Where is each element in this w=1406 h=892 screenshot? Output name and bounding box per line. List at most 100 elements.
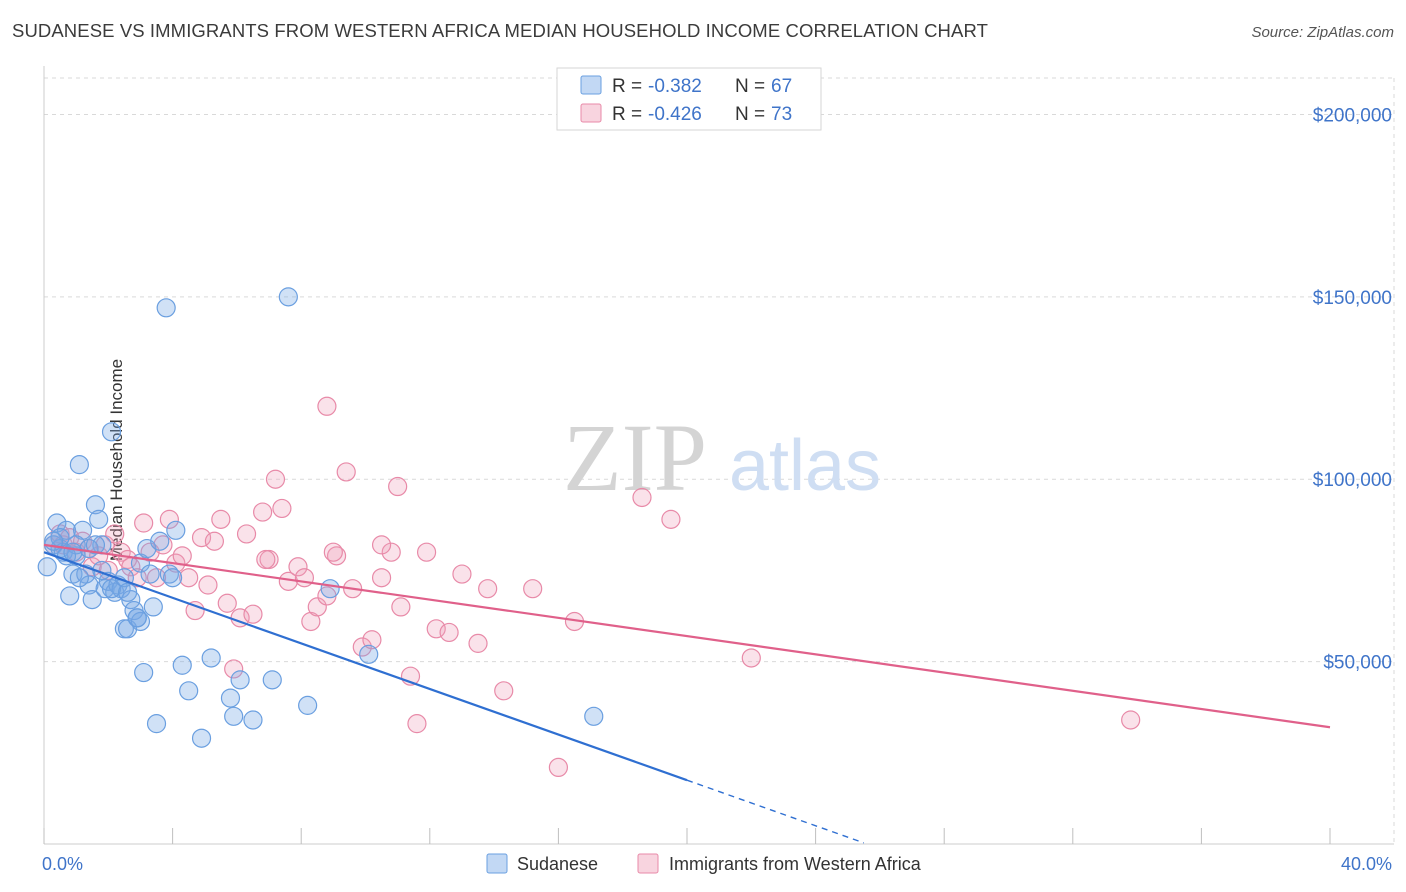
data-point [317, 396, 337, 416]
data-point [548, 757, 569, 778]
data-point [101, 422, 122, 442]
data-point [294, 568, 315, 588]
data-point [632, 487, 652, 508]
data-point [204, 531, 224, 551]
legend-swatch-blue [580, 75, 602, 95]
data-point [198, 575, 218, 595]
data-point [98, 560, 118, 581]
data-point [172, 546, 192, 566]
data-point [117, 582, 138, 602]
data-point [191, 527, 212, 548]
data-point [134, 513, 154, 533]
points-sudanese [37, 287, 604, 748]
legend-r-value-2: -0.426 [648, 104, 702, 125]
data-point [185, 600, 205, 621]
data-point [172, 655, 192, 675]
data-point [391, 597, 411, 617]
data-point [220, 688, 241, 708]
data-point [278, 287, 298, 307]
trend-line-western-africa [43, 543, 1331, 729]
legend-r-value-1: -0.382 [648, 76, 702, 97]
data-point [323, 542, 343, 562]
data-point [224, 659, 244, 679]
axes [43, 66, 1394, 845]
data-point [661, 509, 681, 529]
data-point [243, 710, 263, 730]
data-point [359, 644, 379, 664]
data-point [85, 535, 106, 555]
data-point [146, 714, 167, 734]
data-point [1121, 710, 1141, 730]
data-point [201, 648, 221, 668]
trend-lines [43, 543, 1331, 844]
data-point [478, 579, 498, 599]
data-point [153, 535, 173, 555]
stats-legend: R = -0.382 N = 67 R = -0.426 N = 73 [556, 67, 822, 131]
series-legend-swatch-western-africa [637, 853, 659, 874]
legend-r-label-2: R = [612, 104, 642, 125]
legend-n-label-2: N = [735, 104, 765, 125]
data-point [371, 568, 392, 588]
series-legend-label-western-africa: Immigrants from Western Africa [669, 854, 922, 874]
data-point [140, 564, 160, 584]
data-point [69, 455, 89, 475]
data-point [307, 597, 327, 617]
source-label: Source: ZipAtlas.com [1251, 24, 1394, 41]
data-point [336, 462, 356, 482]
data-point [82, 590, 102, 610]
trend-line-sudanese [43, 551, 688, 782]
data-point [288, 557, 308, 577]
data-point [468, 633, 488, 653]
data-point [326, 546, 347, 566]
data-point [452, 564, 472, 584]
grid-lines [44, 77, 1395, 844]
data-point [416, 542, 437, 562]
data-point [69, 568, 89, 588]
data-point [37, 557, 57, 577]
data-point [166, 520, 186, 540]
data-point [211, 509, 231, 529]
data-point [130, 611, 151, 632]
data-point [89, 509, 109, 529]
watermark: ZIP atlas [563, 404, 881, 511]
data-point [56, 520, 77, 540]
data-point [298, 695, 318, 715]
y-tick-label: $50,000 [1323, 653, 1392, 674]
legend-r-label-1: R = [612, 76, 642, 97]
data-point [230, 670, 250, 690]
data-point [159, 509, 179, 529]
data-point [407, 714, 427, 734]
legend-swatch-pink [580, 103, 602, 123]
data-point [224, 706, 244, 726]
data-point [256, 549, 276, 570]
series-legend-label-sudanese: Sudanese [517, 854, 598, 874]
series-legend: Sudanese Immigrants from Western Africa [486, 853, 922, 874]
data-point [79, 538, 99, 559]
data-point [143, 597, 163, 617]
data-point [150, 531, 170, 551]
legend-n-value-1: 67 [771, 76, 792, 97]
x-tick-label-max: 40.0% [1341, 854, 1392, 874]
data-point [101, 579, 122, 599]
data-point [381, 542, 401, 562]
legend-n-value-2: 73 [771, 104, 792, 125]
data-point [179, 681, 199, 701]
data-point [523, 579, 543, 599]
data-point [272, 498, 292, 519]
data-point [146, 568, 167, 588]
data-point [163, 568, 183, 588]
data-point [494, 681, 514, 701]
data-point [741, 648, 761, 668]
data-point [127, 608, 147, 628]
data-point [60, 586, 80, 606]
data-point [47, 513, 67, 533]
data-point [156, 298, 176, 318]
data-point [265, 469, 286, 489]
data-point [191, 728, 212, 748]
legend-n-label-1: N = [735, 76, 765, 97]
data-point [584, 706, 604, 726]
series-legend-swatch-sudanese [486, 853, 508, 874]
data-point [362, 630, 382, 650]
data-point [352, 637, 372, 657]
data-point [79, 575, 99, 595]
